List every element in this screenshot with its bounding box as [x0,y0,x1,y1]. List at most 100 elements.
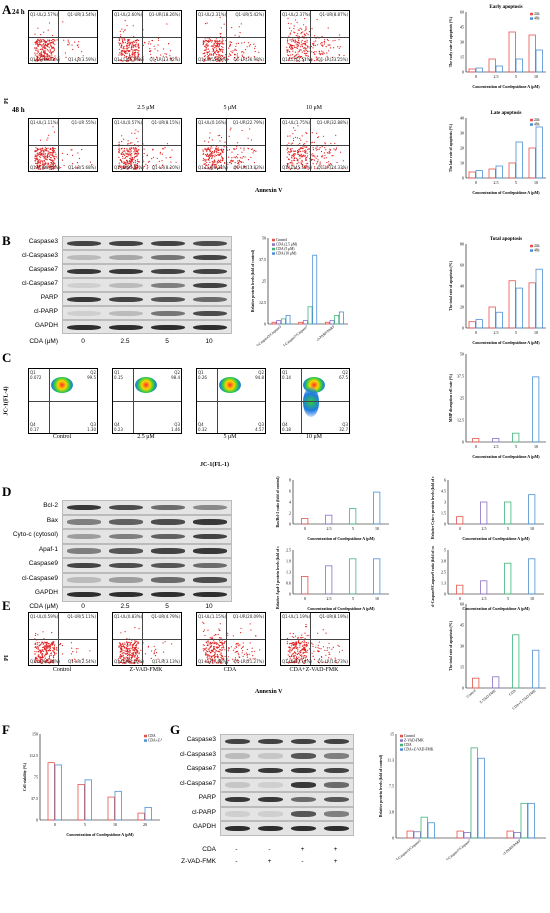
panelG-blot-label-6: GAPDH [192,823,216,830]
mmp-ytick-4: 50 [460,352,464,357]
jc1-quadrant-text-0-5: 0.17 [30,427,39,432]
panel-g-row_cda: CDA [202,846,216,853]
cytoc-ytick-0: 0 [444,522,446,527]
panelD-band-5-1 [109,577,143,583]
jc1-quadrant-text-1-5: 0.23 [114,427,123,432]
mmp-xtick-2: 5 [515,444,517,449]
early-xtick-3: 10 [534,74,538,79]
panelD-blot-label-5: cl-Caspase9 [21,574,58,582]
viab-bar-3-1 [144,806,152,821]
flow-48h-1: Q1-UL(0.57%) Q1-UR(8.15%) Q1-LL(85.87%) Q1-… [112,118,182,172]
clcasp9-xtick-3: 10 [530,596,534,601]
viab-bar-0-0 [47,762,55,821]
cytoc-bar-3-0 [528,494,536,525]
mmp-bar-2-0 [512,432,520,443]
jc1-quadrant-text-2-1: 0.26 [198,375,207,380]
chart-early: 0 15 30 45 60 Early apoptosis Concentration of… [448,2,548,90]
jc1-density-main-2 [219,377,241,393]
late-legend-label-1: 48h [534,123,540,127]
panelB-band-1-1 [109,254,143,261]
jc1-quadrant-text-2-6: Q3 [258,422,264,427]
jc1-quadrant-text-3-2: Q2 [342,370,348,375]
panelB-blot-strip-1 [62,250,232,264]
early-ytick-2: 30 [460,40,464,45]
cytoc-ytick-2: 3 [444,500,446,505]
panelG-blot-label-5: cl-PARP [191,808,216,816]
totalE-bar-0-0 [472,677,480,689]
panelG-band-4-1 [258,796,283,803]
panelB-band-0-2 [151,240,185,247]
late-bar-2-1 [515,141,523,179]
panel-e-letter: E [2,598,11,613]
panel-g-cda_signs-1: - [268,846,271,853]
viab-xtick-1: 5 [84,822,86,827]
panelG-band-1-0 [225,753,250,759]
totalE-ytick-2: 30 [460,644,464,649]
jc1-quadrant-text-1-7: 1.46 [171,427,180,432]
jc1-plot-2: Q1 0.26 Q2 94.8 Q4 0.32 Q3 4.57 [196,368,266,434]
flow-48h-3-quadrant-ur: Q1-UR(32.88%) [316,120,348,125]
protG-xtick-0: cl-Caspase3/Caspase3 [395,839,422,860]
protB-ylabel: Relative protein levels (fold of control… [251,249,255,312]
apaf-bar-3-0 [373,558,381,595]
jc1-quadrant-text-2-2: Q2 [258,370,264,375]
apaf-ytick-0: 0 [289,592,291,597]
jc1-plot-3: Q1 0.14 Q2 67.5 Q4 0.18 Q3 32.7 [280,368,350,434]
panelB-band-1-0 [67,254,101,261]
cytoc-xtick-1: 2.5 [482,526,487,531]
panelD-band-4-2 [151,562,185,569]
row-48h-label: 48 h [12,106,25,114]
flow-e-1-quadrant-lr: Q1-LR(3.13%) [152,659,180,664]
flow-e-1-quadrant-ul: Q1-UL(0.83%) [114,614,143,619]
flow-48h-3-h-gate [281,145,349,146]
protB-bar-1-2 [307,306,313,325]
total-xtick-1: 2.5 [494,330,499,335]
total-xtick-3: 10 [534,330,538,335]
total-ylabel: The total rate of apoptosis (%) [449,260,453,310]
flow-e-0-quadrant-ll: Q1-LL(91.76%) [30,659,60,664]
panelG-blot-label-4: PARP [198,794,216,801]
flow-48h-1-quadrant-ur: Q1-UR(8.15%) [151,120,180,125]
late-bar-1-1 [495,165,503,179]
panelB-band-6-0 [67,324,101,331]
baxbcl-bar-0-0 [301,518,309,525]
jc1-h-gate-1 [113,401,181,402]
panelB-band-5-0 [67,310,101,317]
jc1-quadrant-text-0-2: Q2 [90,370,96,375]
panelB-band-1-3 [193,254,227,261]
panelD-band-5-3 [193,577,227,583]
flow-e-2-scatter [202,621,261,664]
total-ytick-2: 40 [460,284,464,289]
jc1-h-gate-0 [29,401,97,402]
cytoc-bar-2-0 [504,501,512,525]
viab-xtick-3: 20 [143,822,147,827]
panelG-band-0-3 [324,738,349,745]
panelG-blot-strip-1 [220,748,354,763]
protB-legend-swatch-2 [272,247,275,251]
apaf-ytick-4: 2.5 [286,548,291,553]
flow-e-1-quadrant-ll: Q1-LL(91.26%) [114,659,144,664]
jc1-quadrant-text-3-4: Q4 [282,422,288,427]
protB-legend-label-2: CDA (5 μM) [276,247,295,251]
totalE-ytick-1: 15 [460,665,464,670]
protG-ylabel: Relative protein levels (fold of control… [379,754,383,817]
mmp-ytick-0: 0 [462,440,464,445]
clcasp9-xtick-1: 2.5 [482,596,487,601]
protG-legend-label-2: CDA [404,743,412,747]
total-bar-1-0 [488,306,496,329]
flow-48h-1-quadrant-ul: Q1-UL(0.57%) [114,120,143,125]
early-ytick-0: 0 [462,70,464,75]
panelG-blot-label-0: Caspase3 [186,736,216,743]
protG-ytick-2: 7.5 [389,784,394,789]
panel-c-letter: C [2,350,12,365]
early-xtick-0: 0 [475,74,477,79]
protG-legend-swatch-2 [400,743,403,747]
flow-24h-1-quadrant-ur: Q1-UR(18.26%) [148,12,180,17]
protB-bar-1-0 [298,321,304,325]
protB-legend-label-1: CDA (2.5 μM) [276,243,298,247]
total-legend-label-0: 24h [534,244,540,248]
panel-a-x-axis: Annexin V [255,188,283,194]
panelD-blot-strip-3 [62,543,232,558]
panelD-band-0-2 [151,504,185,511]
viab-ylabel: Cell viability (%) [23,762,27,791]
